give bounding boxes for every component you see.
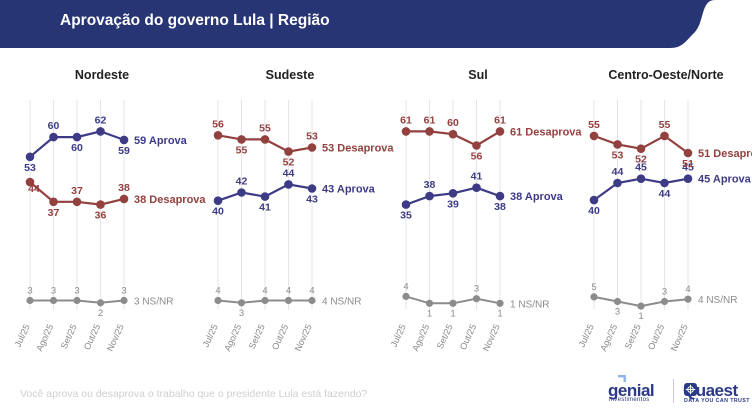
svg-text:4: 4 [309,286,314,297]
svg-text:55: 55 [236,144,248,156]
svg-text:Set/25: Set/25 [435,323,455,351]
svg-text:38 Aprova: 38 Aprova [510,191,564,203]
svg-text:37: 37 [48,207,60,219]
svg-text:Nov/25: Nov/25 [669,323,690,353]
svg-text:Jul/25: Jul/25 [577,323,596,349]
svg-text:1: 1 [497,308,502,319]
svg-text:56: 56 [212,118,224,130]
svg-text:51: 51 [682,158,694,170]
svg-text:Out/25: Out/25 [646,323,666,352]
svg-text:52: 52 [635,154,647,166]
svg-text:5: 5 [591,282,596,293]
svg-text:3: 3 [615,307,620,318]
svg-text:3: 3 [474,284,479,295]
svg-text:3: 3 [51,286,56,297]
svg-text:55: 55 [659,119,671,131]
svg-text:52: 52 [283,157,295,169]
svg-text:53: 53 [612,149,624,161]
svg-text:4: 4 [215,286,220,297]
svg-text:38: 38 [424,179,436,191]
svg-text:4 NS/NR: 4 NS/NR [698,295,737,306]
svg-text:3: 3 [27,286,32,297]
svg-text:56: 56 [471,151,483,163]
svg-text:1: 1 [638,311,643,322]
svg-text:53: 53 [306,131,318,143]
svg-text:44: 44 [612,166,624,178]
svg-text:60: 60 [71,142,83,154]
svg-text:1 NS/NR: 1 NS/NR [510,299,549,310]
svg-text:55: 55 [588,119,600,131]
svg-text:Nov/25: Nov/25 [105,323,126,353]
svg-text:44: 44 [283,167,295,179]
svg-text:Out/25: Out/25 [458,323,478,352]
svg-text:1: 1 [427,308,432,319]
svg-text:45 Aprova: 45 Aprova [698,174,752,186]
svg-text:59: 59 [118,145,130,157]
svg-text:Set/25: Set/25 [623,323,643,351]
svg-text:3: 3 [121,286,126,297]
svg-text:4: 4 [262,286,267,297]
svg-text:61: 61 [424,114,436,126]
svg-text:59 Aprova: 59 Aprova [134,135,188,147]
svg-text:3: 3 [74,286,79,297]
svg-text:40: 40 [588,205,600,217]
svg-text:43 Aprova: 43 Aprova [322,184,376,196]
svg-text:Jul/25: Jul/25 [201,323,220,349]
svg-text:4: 4 [685,284,690,295]
svg-text:Ago/25: Ago/25 [598,323,619,353]
svg-text:Ago/25: Ago/25 [410,323,431,353]
svg-text:2: 2 [98,308,103,319]
svg-text:4 NS/NR: 4 NS/NR [322,297,361,308]
svg-text:4: 4 [286,286,291,297]
svg-text:4: 4 [403,281,408,292]
svg-text:61: 61 [494,114,506,126]
svg-text:41: 41 [471,171,483,183]
svg-text:60: 60 [48,120,60,132]
svg-text:41: 41 [259,202,271,214]
svg-text:36: 36 [95,210,107,222]
svg-text:51 Desaprova: 51 Desaprova [698,148,752,160]
svg-text:3: 3 [239,308,244,319]
svg-text:Jul/25: Jul/25 [389,323,408,349]
svg-text:62: 62 [95,114,107,126]
svg-text:Ago/25: Ago/25 [34,323,55,353]
svg-text:38: 38 [494,201,506,213]
svg-text:53: 53 [24,162,36,174]
svg-text:38: 38 [118,182,130,194]
svg-text:Out/25: Out/25 [82,323,102,352]
svg-text:Jul/25: Jul/25 [13,323,32,349]
svg-text:61: 61 [400,114,412,126]
svg-text:55: 55 [259,122,271,134]
svg-text:42: 42 [236,176,248,188]
svg-text:60: 60 [447,117,459,129]
svg-text:Nov/25: Nov/25 [481,323,502,353]
svg-text:35: 35 [400,210,412,222]
svg-text:Set/25: Set/25 [247,323,267,351]
svg-text:Nov/25: Nov/25 [293,323,314,353]
svg-text:43: 43 [306,194,318,206]
svg-text:Set/25: Set/25 [59,323,79,351]
svg-text:1: 1 [450,308,455,319]
svg-text:Out/25: Out/25 [270,323,290,352]
svg-text:3 NS/NR: 3 NS/NR [134,297,173,308]
svg-text:39: 39 [447,198,459,210]
svg-text:3: 3 [662,287,667,298]
svg-text:Ago/25: Ago/25 [222,323,243,353]
svg-text:40: 40 [212,206,224,218]
svg-text:44: 44 [659,188,671,200]
svg-text:37: 37 [71,185,83,197]
